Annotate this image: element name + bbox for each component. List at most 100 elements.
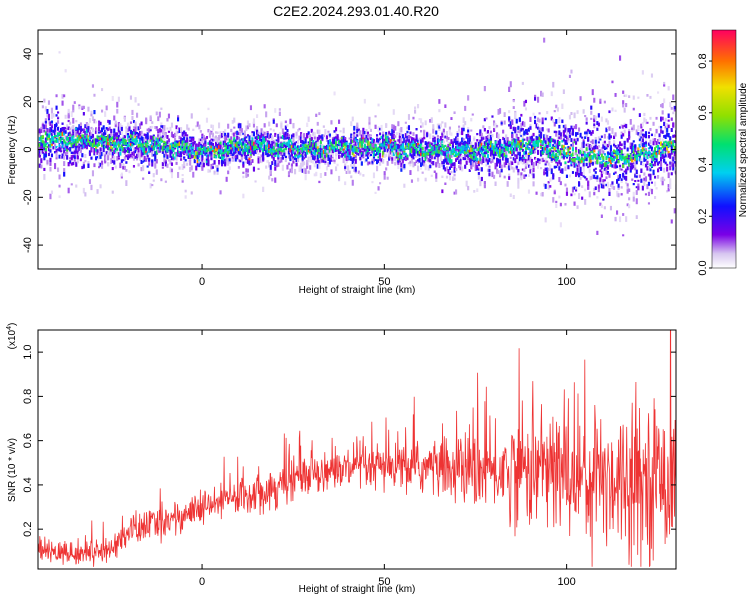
heat-cell: [155, 126, 158, 129]
heat-cell: [464, 143, 467, 147]
heat-cell: [499, 171, 502, 176]
heat-cell: [207, 129, 210, 133]
heat-cell: [183, 161, 186, 167]
heat-cell: [515, 139, 518, 144]
heat-cell: [221, 156, 224, 160]
heat-cell: [476, 188, 479, 192]
heat-cell: [482, 125, 485, 129]
heat-cell: [257, 152, 260, 156]
heat-cell: [500, 169, 503, 173]
heat-cell: [222, 140, 225, 146]
heat-cell: [149, 144, 152, 148]
heat-cell: [90, 113, 93, 117]
heat-cell: [362, 130, 365, 134]
heat-cell: [458, 154, 461, 158]
heat-cell: [410, 145, 414, 148]
heat-cell: [58, 154, 61, 159]
heat-cell: [192, 171, 195, 178]
heat-cell: [316, 129, 319, 134]
heat-cell: [210, 149, 213, 155]
heat-cell: [151, 121, 154, 124]
heat-cell: [319, 152, 322, 158]
heat-cell: [464, 152, 467, 155]
heat-cell: [82, 128, 85, 133]
heat-cell: [90, 126, 93, 130]
heat-cell: [309, 138, 312, 142]
heat-cell: [489, 134, 493, 139]
heat-cell: [148, 127, 151, 133]
heat-cell: [494, 151, 497, 156]
heat-cell: [163, 153, 166, 158]
heat-cell: [131, 151, 134, 156]
heat-cell: [331, 158, 335, 161]
heat-cell: [38, 153, 41, 158]
heat-cell: [448, 175, 452, 181]
heat-cell: [196, 151, 199, 156]
heat-cell: [477, 172, 480, 175]
heat-cell: [392, 141, 395, 144]
heat-cell: [450, 149, 453, 154]
heat-cell: [503, 144, 506, 149]
heat-cell: [126, 122, 130, 127]
heat-cell: [330, 141, 333, 146]
heat-cell: [210, 138, 213, 141]
heat-cell: [555, 203, 558, 208]
heat-cell: [540, 139, 543, 143]
heat-cell: [58, 130, 61, 134]
heat-cell: [289, 149, 292, 153]
heat-cell: [122, 140, 125, 145]
heat-cell: [93, 141, 96, 145]
heat-cell: [415, 150, 418, 154]
heat-cell: [366, 152, 370, 156]
heat-cell: [578, 181, 581, 186]
heat-cell: [75, 131, 78, 137]
heat-cell: [395, 156, 398, 159]
heat-cell: [73, 147, 76, 152]
heat-cell: [300, 147, 303, 150]
heat-cell: [277, 137, 280, 143]
heat-cell: [382, 136, 385, 140]
heat-cell: [248, 157, 251, 161]
heat-cell: [271, 155, 274, 158]
heat-cell: [93, 163, 96, 168]
heat-cell: [319, 147, 322, 151]
heat-cell: [552, 197, 555, 203]
heat-cell: [237, 141, 240, 144]
heat-cell: [269, 169, 272, 175]
heat-cell: [99, 139, 102, 143]
heat-cell: [564, 139, 567, 143]
heat-cell: [290, 169, 294, 174]
heat-cell: [534, 156, 537, 160]
heat-cell: [227, 160, 230, 166]
heat-cell: [120, 126, 123, 131]
heat-cell: [265, 145, 268, 149]
heat-cell: [108, 142, 111, 146]
heat-cell: [93, 110, 96, 115]
heat-cell: [330, 120, 333, 125]
heat-cell: [284, 144, 287, 150]
heat-cell: [400, 140, 403, 144]
heat-cell: [324, 146, 327, 150]
heat-cell: [453, 148, 456, 153]
heat-cell: [365, 134, 368, 139]
heat-cell: [61, 140, 64, 146]
heat-cell: [96, 132, 99, 135]
heat-cell: [462, 141, 465, 144]
heat-cell: [47, 119, 51, 122]
heat-cell: [395, 160, 398, 164]
heat-cell: [468, 135, 471, 141]
heat-cell: [239, 139, 242, 144]
heat-cell: [421, 137, 424, 143]
heat-cell: [183, 164, 186, 169]
heat-cell: [436, 143, 439, 147]
heat-cell: [362, 139, 365, 144]
heat-cell: [559, 222, 562, 228]
heat-cell: [491, 171, 494, 178]
heat-cell: [292, 150, 295, 154]
heat-cell: [301, 143, 304, 147]
heat-cell: [148, 163, 151, 166]
heat-cell: [447, 169, 450, 174]
heat-cell: [160, 122, 163, 126]
heat-cell: [163, 141, 166, 144]
heat-cell: [208, 154, 212, 157]
